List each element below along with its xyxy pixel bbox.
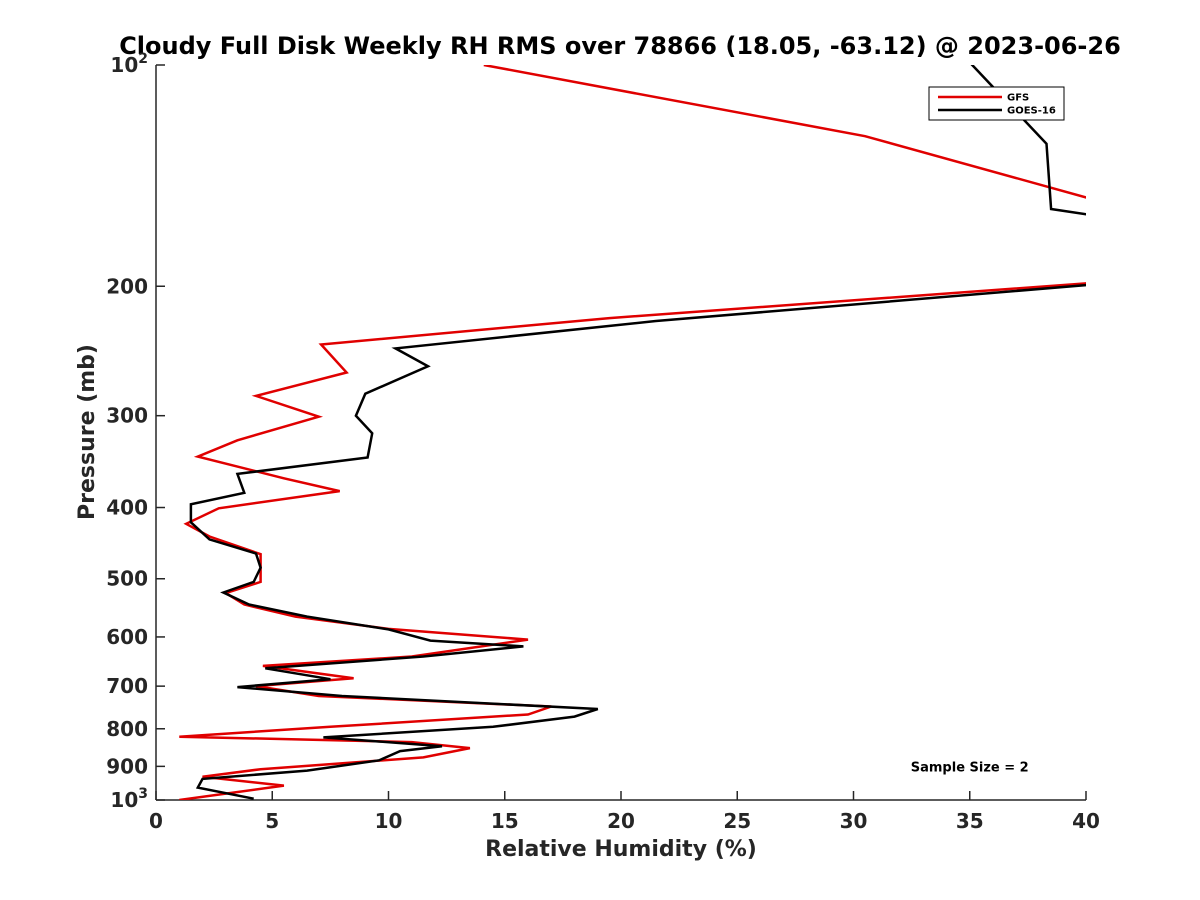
legend-label-goes16: GOES-16 bbox=[1007, 106, 1056, 117]
y-tick-label: 600 bbox=[106, 625, 148, 649]
series-line-goes16 bbox=[189, 65, 1086, 800]
x-tick-label: 25 bbox=[723, 809, 751, 833]
y-tick-label: 200 bbox=[106, 274, 148, 298]
y-tick-label: 800 bbox=[106, 717, 148, 741]
x-tick-label: 10 bbox=[375, 809, 403, 833]
x-axis-label: Relative Humidity (%) bbox=[485, 837, 757, 862]
legend: GFS GOES-16 bbox=[928, 86, 1065, 121]
y-axis-label: Pressure (mb) bbox=[75, 344, 100, 520]
plot-axes bbox=[155, 65, 1086, 801]
x-tick-label: 40 bbox=[1072, 809, 1100, 833]
y-tick-label: 700 bbox=[106, 674, 148, 698]
legend-box bbox=[928, 86, 1065, 121]
y-tick-label: 102 bbox=[110, 51, 148, 77]
y-tick-label: 500 bbox=[106, 567, 148, 591]
chart-title: Cloudy Full Disk Weekly RH RMS over 7886… bbox=[119, 32, 1121, 60]
x-tick-label: 0 bbox=[149, 809, 163, 833]
y-tick-exponent: 2 bbox=[138, 51, 148, 67]
x-tick-label: 35 bbox=[956, 809, 984, 833]
x-tick-label: 15 bbox=[491, 809, 519, 833]
x-tick-label: 20 bbox=[607, 809, 635, 833]
y-tick-label: 300 bbox=[106, 404, 148, 428]
series-layer bbox=[179, 65, 1086, 800]
y-tick-label: 103 bbox=[110, 786, 148, 812]
x-tick-label: 5 bbox=[265, 809, 279, 833]
y-tick-label: 900 bbox=[106, 754, 148, 778]
legend-label-gfs: GFS bbox=[1007, 93, 1029, 104]
x-tick-label: 30 bbox=[840, 809, 868, 833]
series-line-gfs bbox=[179, 65, 1086, 800]
y-tick-exponent: 3 bbox=[138, 786, 148, 802]
y-tick-label: 400 bbox=[106, 496, 148, 520]
x-ticks: 0 5 10 15 20 25 30 35 40 bbox=[149, 791, 1100, 833]
sample-size-annotation: Sample Size = 2 bbox=[911, 760, 1029, 775]
y-ticks: 102 200 300 400 500 600 700 800 900 103 bbox=[106, 51, 165, 812]
